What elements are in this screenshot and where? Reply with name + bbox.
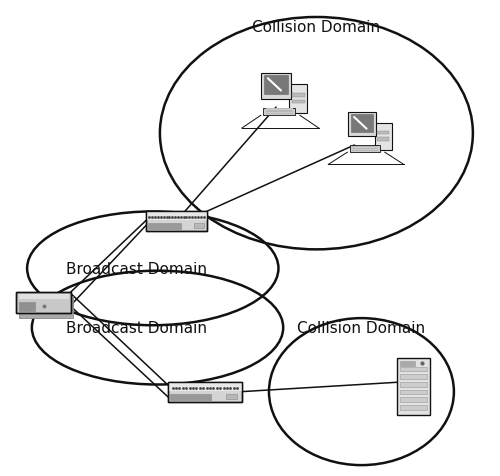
Text: Collision Domain: Collision Domain: [252, 20, 380, 35]
FancyBboxPatch shape: [264, 76, 288, 95]
FancyBboxPatch shape: [168, 382, 242, 391]
FancyBboxPatch shape: [266, 113, 292, 115]
FancyBboxPatch shape: [400, 390, 427, 395]
FancyBboxPatch shape: [292, 94, 304, 98]
FancyBboxPatch shape: [400, 382, 427, 387]
FancyBboxPatch shape: [18, 302, 35, 311]
FancyBboxPatch shape: [170, 394, 211, 400]
Text: Broadcast Domain: Broadcast Domain: [66, 261, 206, 276]
FancyBboxPatch shape: [146, 211, 208, 231]
FancyBboxPatch shape: [18, 295, 69, 299]
FancyBboxPatch shape: [400, 367, 427, 371]
FancyBboxPatch shape: [168, 382, 242, 402]
FancyBboxPatch shape: [352, 150, 378, 151]
FancyBboxPatch shape: [18, 297, 73, 318]
FancyBboxPatch shape: [350, 115, 374, 133]
FancyBboxPatch shape: [398, 359, 430, 416]
FancyBboxPatch shape: [290, 85, 308, 114]
FancyBboxPatch shape: [146, 211, 208, 220]
FancyBboxPatch shape: [226, 394, 237, 399]
FancyBboxPatch shape: [377, 138, 389, 141]
FancyBboxPatch shape: [352, 146, 378, 148]
FancyBboxPatch shape: [148, 224, 182, 230]
FancyBboxPatch shape: [266, 109, 292, 110]
Text: Collision Domain: Collision Domain: [298, 320, 426, 336]
FancyBboxPatch shape: [350, 146, 380, 153]
FancyBboxPatch shape: [266, 111, 292, 112]
FancyBboxPatch shape: [261, 74, 291, 99]
FancyBboxPatch shape: [377, 132, 389, 135]
FancyBboxPatch shape: [400, 361, 414, 366]
FancyBboxPatch shape: [400, 405, 427, 410]
FancyBboxPatch shape: [263, 109, 295, 116]
FancyBboxPatch shape: [374, 123, 392, 151]
FancyBboxPatch shape: [292, 100, 304, 104]
FancyBboxPatch shape: [400, 397, 427, 402]
Text: Broadcast Domain: Broadcast Domain: [66, 320, 206, 336]
FancyBboxPatch shape: [16, 293, 71, 313]
FancyBboxPatch shape: [400, 375, 427, 379]
FancyBboxPatch shape: [348, 113, 376, 137]
FancyBboxPatch shape: [194, 223, 203, 229]
